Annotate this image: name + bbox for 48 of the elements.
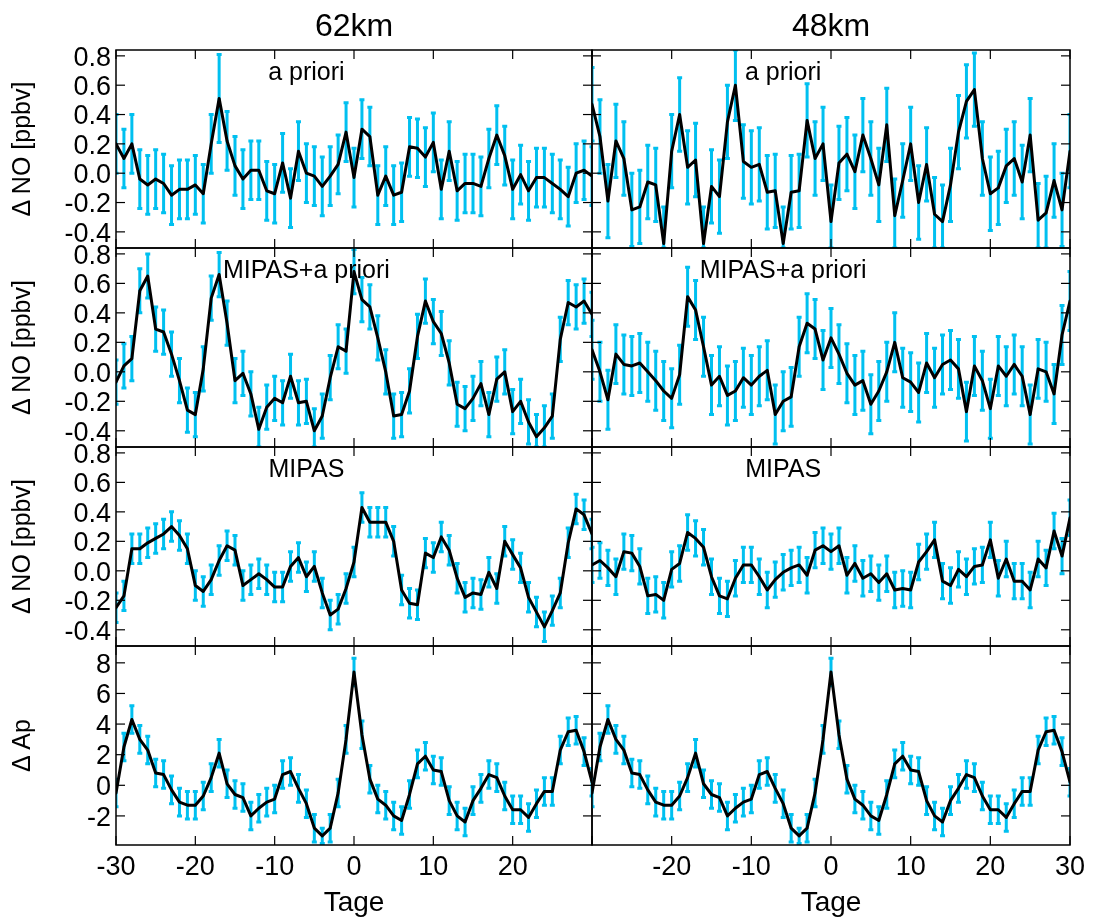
y-tick-label: 0.4 xyxy=(73,298,111,329)
annotation: a priori xyxy=(268,57,345,85)
chart-title: 62km xyxy=(314,7,394,43)
x-tick-label: 0 xyxy=(823,851,839,881)
y-tick-label: -0.4 xyxy=(64,615,111,646)
y-tick-label: 0.2 xyxy=(73,328,111,359)
annotation: a priori xyxy=(744,57,822,85)
y-tick-label: 0.4 xyxy=(73,497,111,528)
x-tick-label: 0 xyxy=(346,851,362,881)
y-tick-label: 0.4 xyxy=(73,100,111,131)
y-tick-label: -2 xyxy=(86,801,111,832)
y-tick-label: 6 xyxy=(95,679,111,710)
y-axis-title: Δ NO [ppbv] xyxy=(7,81,35,217)
y-tick-label: 0.0 xyxy=(73,556,111,587)
x-tick-label: 30 xyxy=(1054,851,1086,881)
y-tick-label: 0.0 xyxy=(73,158,111,189)
x-tick-label: 10 xyxy=(418,851,449,881)
y-tick-label: 0 xyxy=(95,771,111,802)
y-tick-label: -0.2 xyxy=(64,387,111,418)
y-tick-label: 0.2 xyxy=(73,129,111,160)
y-tick-label: 4 xyxy=(95,709,111,740)
annotation: MIPAS xyxy=(745,454,822,482)
y-tick-label: -0.2 xyxy=(64,188,111,219)
y-tick-label: 0.6 xyxy=(73,70,111,101)
x-tick-label: -10 xyxy=(255,851,295,881)
x-tick-label: -20 xyxy=(652,851,692,881)
y-tick-label: 0.6 xyxy=(73,468,111,499)
annotation: MIPAS xyxy=(268,454,345,482)
y-tick-label: 2 xyxy=(95,740,111,771)
y-axis-title: Δ NO [ppbv] xyxy=(7,280,35,415)
chart-title: 48km xyxy=(791,7,871,43)
x-tick-label: -30 xyxy=(96,851,136,881)
x-tick-label: -20 xyxy=(175,851,215,881)
y-axis-title: Δ Ap xyxy=(7,719,35,772)
x-tick-label: 10 xyxy=(895,851,926,881)
y-axis-title: Δ NO [ppbv] xyxy=(7,479,35,614)
x-tick-label: 20 xyxy=(497,851,528,881)
x-axis-title: Tage xyxy=(800,886,862,917)
y-tick-label: 8 xyxy=(95,648,111,679)
annotation: MIPAS+a priori xyxy=(699,255,867,283)
y-tick-label: 0.2 xyxy=(73,527,111,558)
y-tick-label: 0.0 xyxy=(73,357,111,388)
x-tick-label: 20 xyxy=(975,851,1006,881)
x-tick-label: -10 xyxy=(731,851,771,881)
x-axis-title: Tage xyxy=(323,886,385,917)
y-tick-label: 0.6 xyxy=(73,269,111,300)
y-tick-label: 0.8 xyxy=(73,41,111,72)
y-tick-label: -0.2 xyxy=(64,586,111,617)
